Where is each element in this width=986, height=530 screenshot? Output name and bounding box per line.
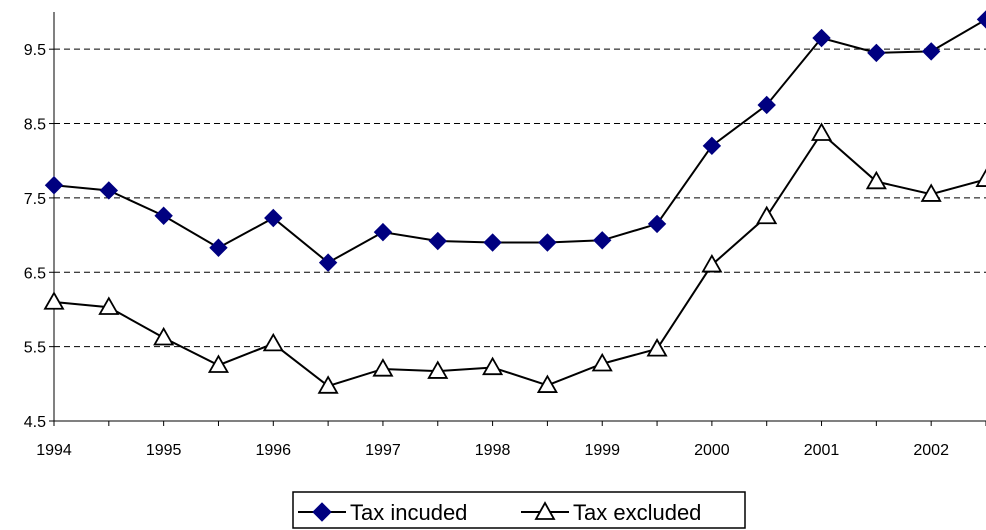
data-point-tax-excluded [536,374,558,393]
data-point-tax-included [538,233,557,252]
y-tick-label: 9.5 [24,42,46,59]
data-point-tax-included [264,208,283,228]
data-point-tax-included [99,181,119,200]
data-point-tax-included [373,222,393,242]
data-point-tax-included [976,10,986,29]
data-point-tax-included [812,28,831,48]
data-point-tax-excluded [975,168,986,187]
data-point-tax-included [154,206,173,225]
data-point-tax-included [921,42,941,61]
data-point-tax-excluded [43,291,65,310]
legend-label-tax-excluded: Tax excluded [573,500,701,525]
y-tick-labels: 4.5 5.5 6.5 7.5 8.5 9.5 [24,42,46,431]
x-tick-label: 1994 [36,442,72,459]
x-tick-labels: 1994 1995 1996 1997 1998 1999 2000 2001 2002 [36,442,949,459]
legend-label-tax-included: Tax incuded [350,500,467,525]
data-point-tax-excluded [646,338,668,357]
data-point-tax-included [318,253,338,272]
data-point-tax-excluded [482,356,504,376]
y-tick-label: 8.5 [24,117,46,134]
data-point-tax-excluded [865,170,887,190]
x-tick-label: 1997 [365,442,401,459]
x-tick-label: 1995 [146,442,182,459]
data-point-tax-included [44,176,64,195]
series-group [43,10,986,394]
y-tick-label: 4.5 [24,414,46,431]
data-point-tax-excluded [372,358,394,377]
data-point-tax-excluded [207,354,230,373]
data-point-tax-excluded [756,205,778,225]
x-tick-label: 1996 [255,442,291,459]
x-tick-label: 1999 [584,442,620,459]
x-tick-label: 1998 [475,442,511,459]
data-point-tax-excluded [591,352,613,372]
grid-lines [54,48,986,348]
data-point-tax-included [483,233,502,252]
data-point-tax-excluded [262,332,284,352]
y-tick-label: 7.5 [24,191,46,208]
y-tick-label: 6.5 [24,265,46,282]
legend: Tax incuded Tax excluded [292,491,746,529]
legend-box [292,491,746,529]
data-point-tax-included [867,43,886,63]
data-point-tax-included [647,214,667,234]
data-point-tax-included [757,95,776,115]
series-line-tax-included [53,18,986,264]
data-point-tax-excluded [810,122,833,141]
data-point-tax-included [593,231,612,250]
data-point-tax-excluded [153,326,175,346]
axes [49,12,986,426]
data-point-tax-excluded [98,296,120,315]
x-tick-label: 2002 [913,442,949,459]
x-tick-label: 2001 [804,442,840,459]
data-point-tax-included [209,238,228,257]
data-point-tax-included [702,136,722,156]
data-point-tax-excluded [920,183,942,202]
legend-marker-tax-excluded [534,501,556,520]
data-point-tax-excluded [317,375,339,394]
data-point-tax-excluded [427,360,449,379]
series-line-tax-excluded [53,131,986,388]
data-point-tax-included [428,231,447,251]
data-point-tax-excluded [701,254,723,273]
y-tick-label: 5.5 [24,340,46,357]
x-tick-label: 2000 [694,442,730,459]
legend-marker-tax-included [312,502,332,522]
